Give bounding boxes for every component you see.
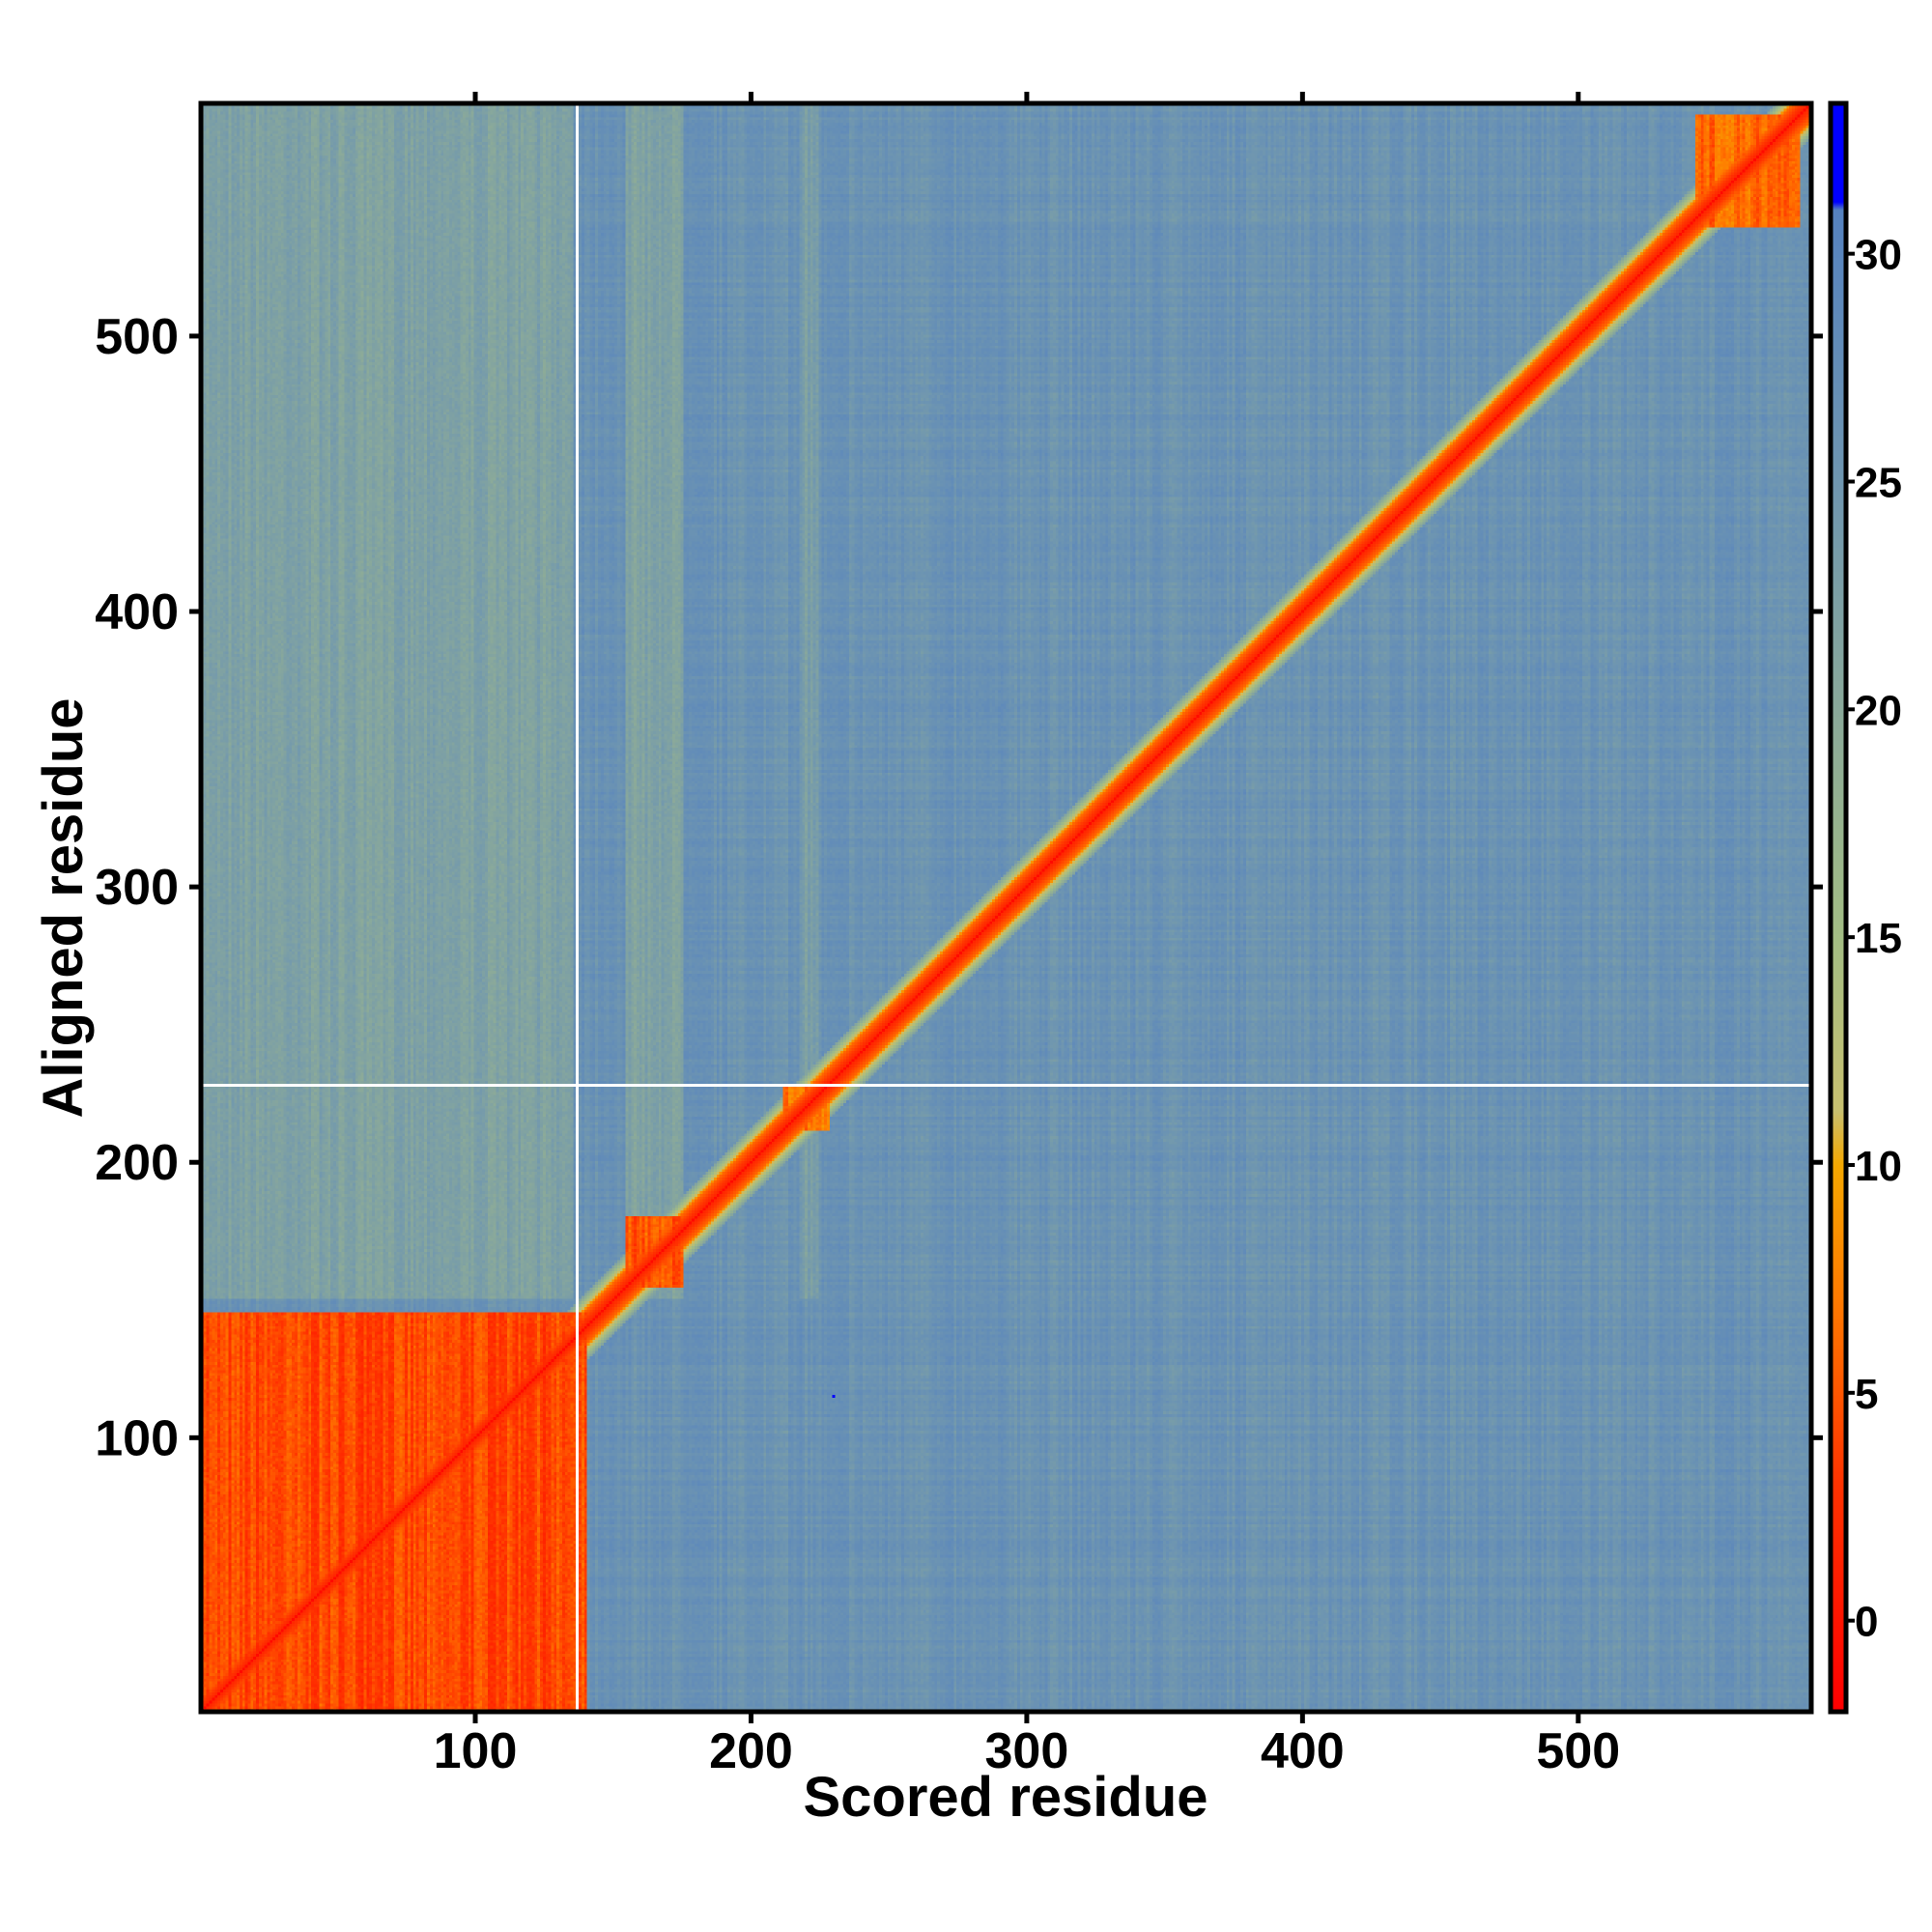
y-axis-title: Aligned residue bbox=[32, 697, 95, 1118]
colorbar-tick-label: 25 bbox=[1855, 459, 1902, 506]
heatmap bbox=[201, 103, 1811, 1712]
colorbar-tick-label: 10 bbox=[1855, 1143, 1902, 1190]
colorbar-tick-label: 0 bbox=[1855, 1599, 1878, 1646]
x-tick-label: 500 bbox=[1536, 1723, 1620, 1779]
colorbar-tick-label: 15 bbox=[1855, 915, 1902, 962]
x-tick-label: 300 bbox=[985, 1723, 1069, 1779]
y-tick-label: 400 bbox=[95, 584, 179, 640]
colorbar-frame bbox=[1828, 100, 1849, 1715]
y-tick-label: 300 bbox=[95, 860, 179, 916]
colorbar bbox=[1831, 103, 1846, 1712]
colorbar-tick-label: 5 bbox=[1855, 1371, 1878, 1418]
plot-frame bbox=[198, 100, 1814, 1715]
colorbar-tick-label: 20 bbox=[1855, 687, 1902, 734]
x-tick-label: 400 bbox=[1261, 1723, 1345, 1779]
x-tick-label: 200 bbox=[709, 1723, 793, 1779]
x-axis-title: Scored residue bbox=[803, 1766, 1208, 1829]
y-tick-label: 200 bbox=[95, 1135, 179, 1191]
x-tick-label: 100 bbox=[434, 1723, 518, 1779]
y-tick-label: 100 bbox=[95, 1410, 179, 1466]
colorbar-tick-label: 30 bbox=[1855, 232, 1902, 279]
y-tick-label: 500 bbox=[95, 309, 179, 365]
